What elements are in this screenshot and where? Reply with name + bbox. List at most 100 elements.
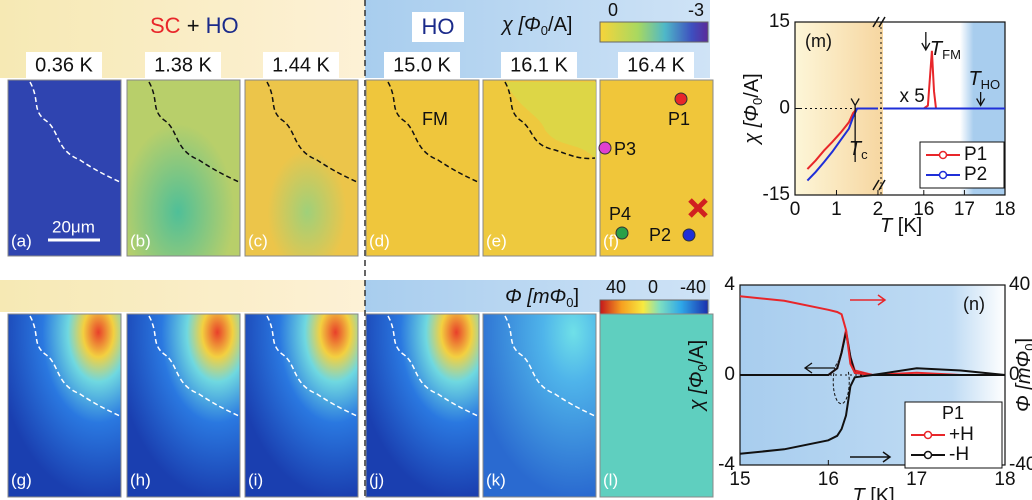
direction-arrow bbox=[850, 294, 887, 306]
annotation: Tc bbox=[849, 138, 868, 162]
colorbar-tick: 0 bbox=[608, 0, 618, 20]
annotation-main: T bbox=[968, 68, 982, 90]
legend-box bbox=[919, 141, 1005, 189]
heatmap-region bbox=[505, 82, 596, 160]
panel-label: (c) bbox=[248, 231, 268, 250]
heatmap bbox=[126, 313, 241, 498]
panel-label: (e) bbox=[486, 231, 507, 250]
label-box bbox=[263, 52, 339, 78]
annotation: x 5 bbox=[899, 86, 924, 107]
label-box bbox=[26, 52, 102, 78]
colorbar-label: χ [Φ0/A] bbox=[500, 14, 572, 38]
direction-arrow bbox=[803, 362, 835, 374]
heatmap bbox=[599, 313, 714, 498]
y-axis-label-main: χ [Φ bbox=[741, 105, 763, 146]
y2-tick-label: -40 bbox=[1009, 454, 1032, 475]
legend-marker bbox=[938, 170, 948, 180]
cross-marker bbox=[688, 198, 708, 218]
annotation-main: T bbox=[849, 138, 863, 160]
point-marker bbox=[615, 226, 629, 240]
x-tick-label: 16 bbox=[818, 469, 839, 490]
legend-label: +H bbox=[949, 424, 974, 445]
heatmap bbox=[244, 79, 359, 257]
annotation: THO bbox=[968, 68, 1000, 92]
regime-label: HO bbox=[422, 14, 455, 39]
boundary bbox=[387, 315, 479, 417]
colorbar-label: Φ [mΦ0] bbox=[505, 286, 579, 310]
data-line bbox=[739, 374, 1005, 455]
axis-break bbox=[872, 179, 886, 191]
y-axis-label: χ [Φ0/A] bbox=[741, 73, 765, 145]
y-axis-label: χ [Φ0/A] bbox=[686, 340, 710, 412]
label-box bbox=[618, 52, 694, 78]
y2-axis-label: Φ [mΦ0] bbox=[1013, 338, 1032, 412]
temperature-label: 1.44 K bbox=[272, 54, 330, 76]
fm-label: FM bbox=[422, 109, 448, 129]
colorbar-tick: -3 bbox=[688, 0, 704, 20]
legend-label: -H bbox=[949, 444, 969, 465]
x-tick-label: 17 bbox=[906, 469, 927, 490]
boundary bbox=[148, 315, 240, 417]
annotation-arrow bbox=[921, 32, 931, 52]
legend-label: P2 bbox=[964, 164, 987, 185]
annotation: TFM bbox=[930, 38, 961, 62]
heatmap bbox=[365, 79, 480, 257]
point-marker bbox=[598, 141, 612, 155]
annotation-sub: HO bbox=[981, 77, 1001, 92]
x-tick-label: 2 bbox=[873, 199, 884, 220]
legend-label: P1 bbox=[964, 144, 987, 165]
banner bbox=[0, 280, 365, 312]
y-tick-label: 0 bbox=[779, 98, 790, 119]
y2-axis-label-end: ] bbox=[1013, 338, 1032, 344]
y-axis-label-end: /A] bbox=[686, 340, 708, 364]
label-box bbox=[384, 52, 460, 78]
point-marker bbox=[674, 92, 688, 106]
x-axis-label: T [K] bbox=[853, 485, 895, 500]
scale-bar-label: 20μm bbox=[52, 217, 95, 236]
x-tick-label: 16 bbox=[913, 199, 934, 220]
panel-label: (m) bbox=[805, 31, 832, 51]
annotation-sub: c bbox=[861, 147, 868, 162]
annotation-arrow bbox=[850, 98, 860, 162]
panel-label: (a) bbox=[11, 231, 32, 250]
x-tick-label: 1 bbox=[831, 199, 842, 220]
point-marker bbox=[682, 228, 696, 242]
legend-title: P1 bbox=[942, 403, 964, 423]
panel-label: (f) bbox=[603, 231, 619, 250]
temperature-label: 0.36 K bbox=[35, 54, 93, 76]
colorbar-tick: 40 bbox=[606, 277, 626, 297]
heatmap bbox=[7, 79, 122, 257]
x-axis-label-end: [K] bbox=[865, 485, 895, 500]
annotation-arrow bbox=[976, 92, 986, 107]
label-box bbox=[412, 12, 464, 42]
point-label: P2 bbox=[649, 225, 671, 245]
boundary bbox=[29, 81, 121, 183]
y2-tick-label: 40 bbox=[1009, 274, 1030, 295]
regime-label: SC + HO bbox=[150, 13, 239, 38]
legend-marker bbox=[923, 430, 933, 440]
x-tick-label: 0 bbox=[790, 199, 801, 220]
y2-tick-label: 0 bbox=[1009, 364, 1020, 385]
x-axis-label-main: T bbox=[853, 485, 867, 500]
annotation-main: T bbox=[930, 38, 944, 60]
y-tick-label: 0 bbox=[724, 364, 735, 385]
panel-label: (b) bbox=[130, 231, 151, 250]
y2-axis-label-sub: 0 bbox=[1022, 344, 1032, 351]
x-axis-label-main: T bbox=[880, 215, 894, 237]
heatmap bbox=[244, 313, 359, 498]
heatmap bbox=[482, 313, 597, 498]
data-line bbox=[806, 107, 1005, 182]
panel-label: (h) bbox=[130, 470, 151, 489]
label-box bbox=[145, 52, 221, 78]
temperature-label: 16.1 K bbox=[510, 54, 568, 76]
x-axis-label: T [K] bbox=[880, 215, 922, 237]
x-tick-label: 18 bbox=[994, 199, 1015, 220]
panel-label: (n) bbox=[963, 294, 985, 314]
heatmap bbox=[599, 79, 714, 257]
boundary bbox=[504, 315, 596, 417]
panel-label: (d) bbox=[369, 231, 390, 250]
temperature-label: 16.4 K bbox=[627, 54, 685, 76]
panels: 20μm FM P1 P2 P3 P4 bbox=[7, 79, 714, 498]
heatmap bbox=[126, 79, 241, 257]
legend-marker bbox=[923, 450, 933, 460]
